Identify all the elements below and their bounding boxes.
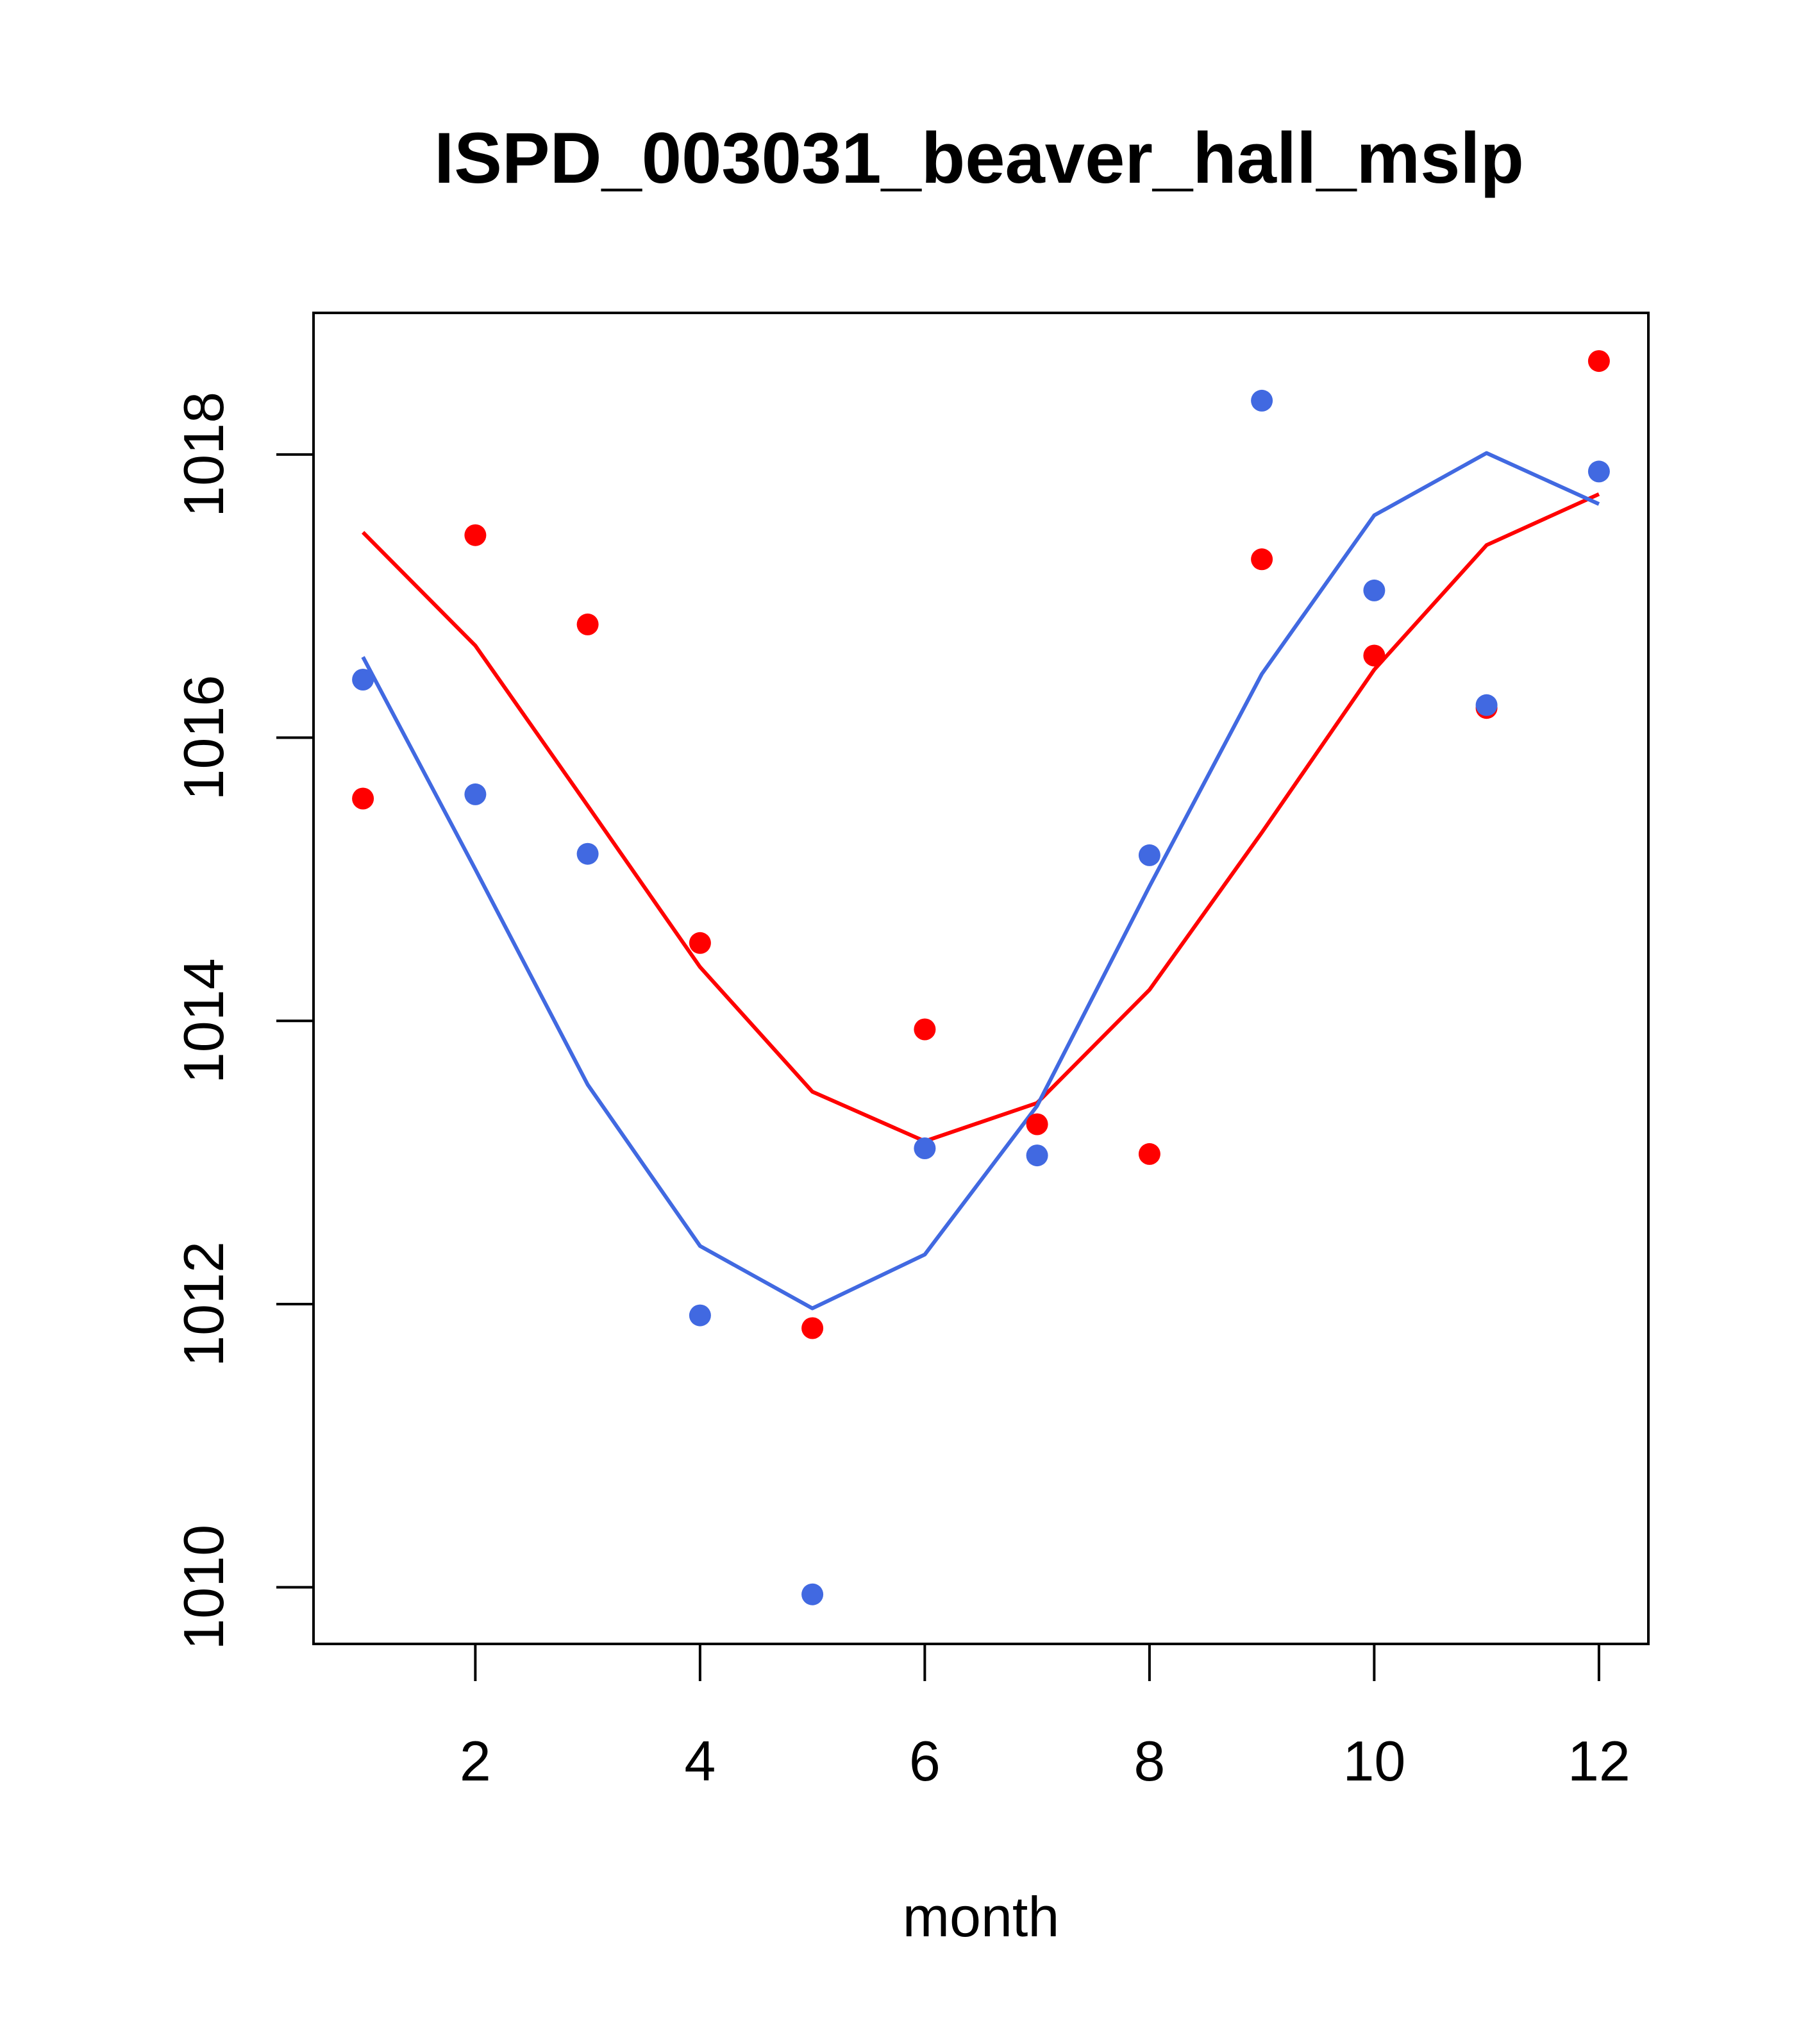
data-point-blue <box>1026 1144 1048 1167</box>
data-point-blue <box>352 669 374 691</box>
series-line-red <box>361 492 1600 1143</box>
data-point-blue <box>1138 844 1160 866</box>
series-red <box>361 492 1600 1143</box>
data-point-red <box>801 1317 824 1339</box>
data-point-red <box>689 932 711 954</box>
data-point-red <box>464 524 487 546</box>
data-point-blue <box>1251 389 1273 412</box>
y-axis: 1010 1012 1014 1016 1018 <box>172 392 315 1650</box>
data-point-red <box>1251 548 1273 571</box>
data-point-blue <box>801 1583 824 1605</box>
data-point-red <box>914 1018 936 1041</box>
series-points-red <box>352 350 1610 1339</box>
y-tick-label: 1018 <box>172 392 235 517</box>
data-point-red <box>1363 644 1386 667</box>
series-line-blue <box>361 451 1600 1311</box>
data-point-blue <box>1475 694 1498 716</box>
series-points-blue <box>352 389 1610 1605</box>
x-tick-label: 4 <box>684 1729 716 1793</box>
data-point-blue <box>576 842 599 865</box>
x-tick-label: 6 <box>909 1729 941 1793</box>
data-point-blue <box>464 783 487 805</box>
chart-title: ISPD_003031_beaver_hall_mslp <box>434 118 1524 198</box>
x-axis-label: month <box>903 1885 1060 1948</box>
x-axis: 2 4 6 8 10 12 <box>460 1643 1630 1793</box>
data-point-red <box>1138 1143 1160 1165</box>
data-point-red <box>1026 1113 1048 1135</box>
y-tick-label: 1012 <box>172 1241 235 1367</box>
data-point-red <box>352 787 374 810</box>
data-point-blue <box>1587 460 1610 483</box>
x-tick-label: 10 <box>1343 1729 1405 1793</box>
data-point-red <box>1587 350 1610 373</box>
x-tick-label: 2 <box>460 1729 491 1793</box>
series-blue <box>361 451 1600 1311</box>
data-point-red <box>576 613 599 635</box>
y-tick-label: 1014 <box>172 958 235 1084</box>
series-layer <box>352 350 1610 1605</box>
plot-frame <box>312 312 1650 1645</box>
y-tick-label: 1010 <box>172 1525 235 1650</box>
data-point-blue <box>1363 579 1386 601</box>
x-tick-label: 12 <box>1568 1729 1630 1793</box>
x-tick-label: 8 <box>1134 1729 1165 1793</box>
data-point-blue <box>914 1137 936 1159</box>
y-tick-label: 1016 <box>172 675 235 801</box>
data-point-blue <box>689 1304 711 1327</box>
